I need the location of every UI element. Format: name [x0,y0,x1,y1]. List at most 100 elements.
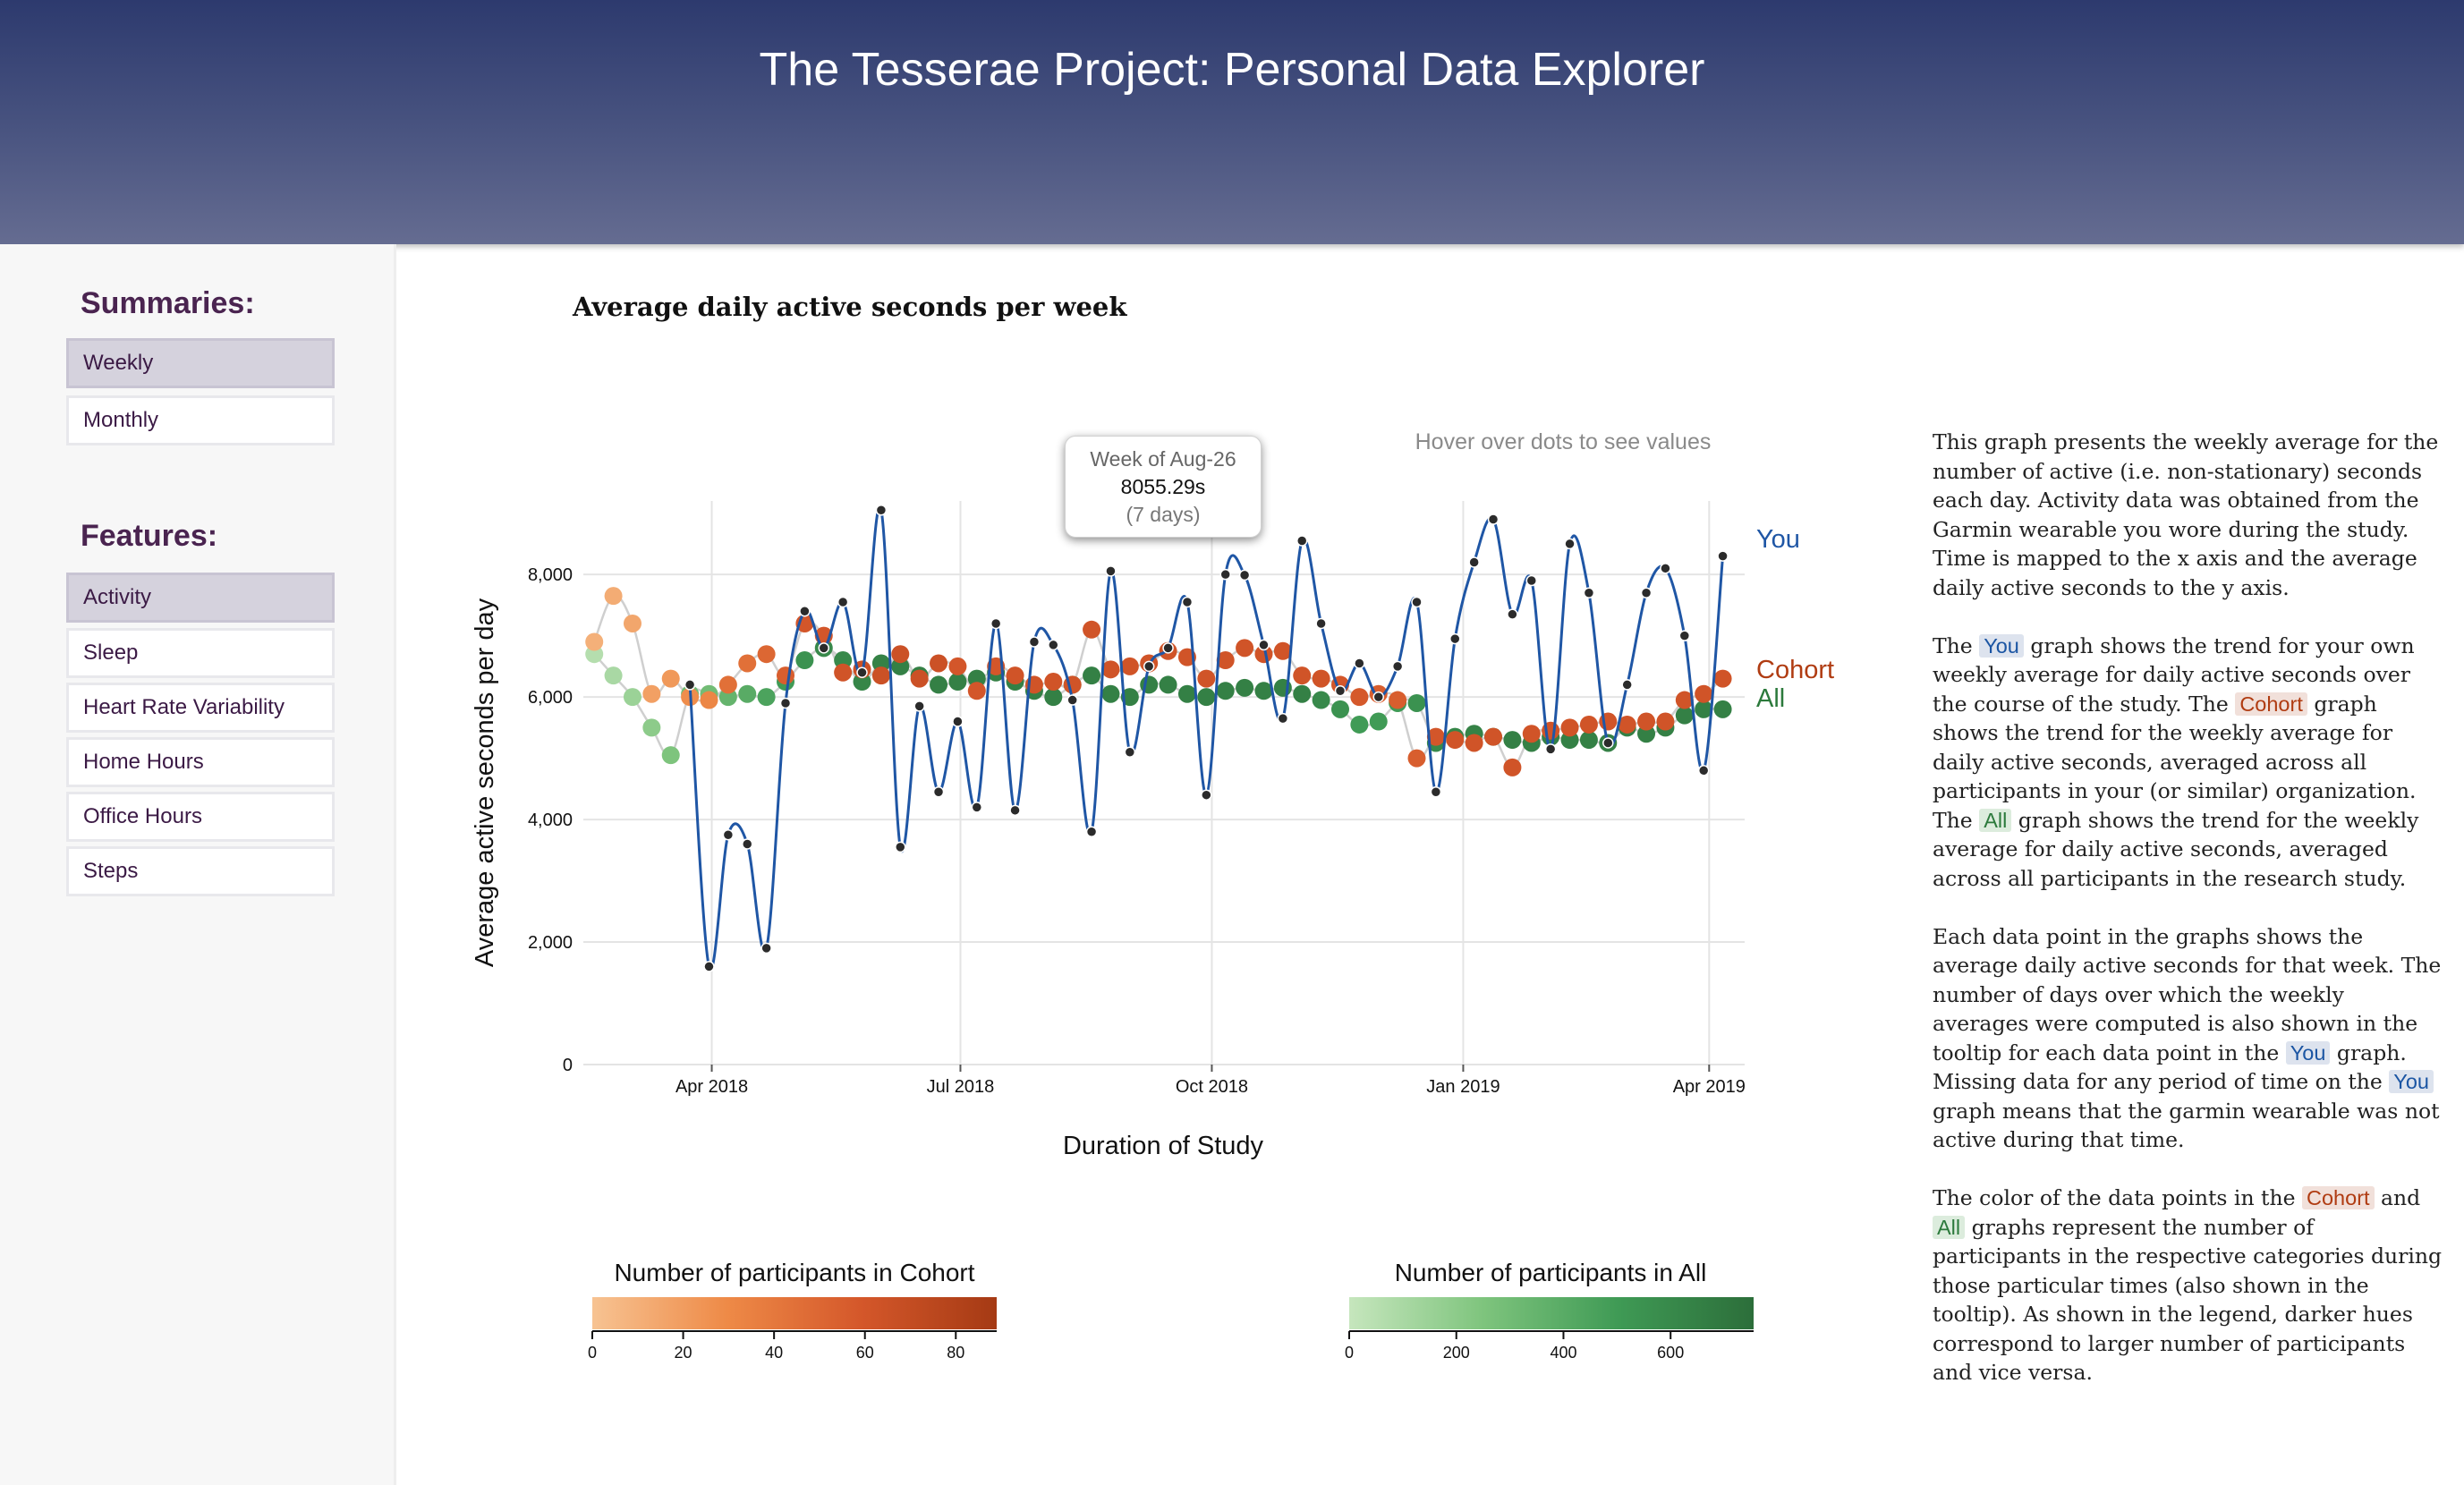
you-point [1678,630,1691,641]
you-point [1181,596,1194,608]
you-point [971,802,983,813]
all-point [738,684,757,703]
all-point [1407,693,1426,712]
all-point [1560,731,1579,750]
all-tag: All [1933,1215,1966,1239]
you-point [1544,743,1557,755]
cohort-point [623,614,641,632]
legend-tick-label: 20 [675,1344,692,1362]
you-point [1296,535,1308,547]
you-point [856,666,868,678]
legend-color-bar [1349,1297,1754,1329]
you-point [990,617,1002,630]
cohort-point [1216,651,1235,670]
feature-activity-button[interactable]: Activity [66,573,335,623]
you-point [760,942,772,955]
cohort-point [1503,758,1522,776]
tooltip-week: Week of Aug-26 [1090,447,1236,471]
cohort-point [718,675,737,694]
you-point [875,505,888,516]
cohort-point [1484,727,1503,746]
you-point [1066,694,1078,706]
you-point [1372,691,1384,703]
you-tag: You [1979,633,2024,658]
legend-tick-label: 40 [765,1344,783,1362]
you-point [1411,596,1423,608]
all-point [1216,682,1235,700]
cohort-point [1656,712,1675,731]
hover-hint: Hover over dots to see values [1415,429,1712,454]
legend-tick-label: 600 [1657,1344,1684,1362]
value-tooltip: Week of Aug-26 8055.29s (7 days) [1065,436,1262,538]
you-point [1468,556,1480,568]
cohort-point [1407,749,1426,768]
feature-hrv-button[interactable]: Heart Rate Variability [66,683,335,733]
summaries-heading: Summaries: [81,286,255,320]
all-point [871,654,890,673]
all-point [1044,688,1063,707]
all-point [1369,712,1388,731]
cohort-point [700,691,718,709]
cohort-point [1579,715,1598,734]
you-point [913,700,925,712]
you-point [1085,826,1098,838]
feature-sleep-button[interactable]: Sleep [66,628,335,678]
sidebar: Summaries: Weekly Monthly Features: Acti… [0,244,396,1485]
y-tick-label: 8,000 [528,565,573,585]
you-point [1124,746,1136,759]
you-point [1143,660,1155,673]
all-point [1695,700,1713,718]
legend-tick-label: 0 [588,1344,597,1362]
all-point [1579,731,1598,750]
cohort-point [1389,691,1407,709]
cohort-point [1426,727,1445,746]
cohort-point [1273,641,1292,660]
all-point [718,688,737,707]
cohort-point [1675,691,1694,709]
all-point [1312,691,1330,709]
you-point [779,697,792,709]
you-point [1334,685,1347,697]
cohort-point [1350,688,1369,707]
you-point [1219,568,1231,581]
all-point [1254,682,1273,700]
all-tag: All [1979,808,2012,832]
description-paragraph-3: Each data point in the graphs shows the … [1933,923,2442,1153]
all-point [891,657,910,675]
you-point [1354,658,1365,669]
cohort-point [1293,666,1312,685]
cohort-point [1254,645,1273,664]
cohort-point [1044,673,1063,692]
all-point [948,673,967,692]
legend-tick-label: 200 [1443,1344,1470,1362]
x-tick-label: Apr 2019 [1673,1077,1746,1097]
all-point [604,666,623,685]
series-label-you: You [1756,525,1800,554]
all-point [1197,688,1216,707]
x-tick-label: Jul 2018 [927,1077,995,1097]
feature-steps-button[interactable]: Steps [66,846,335,896]
cohort-point [871,666,890,685]
all-point [853,673,871,692]
legend-tick-label: 80 [947,1344,964,1362]
cohort-point [661,669,680,688]
cohort-point [891,645,910,664]
cohort-point [1083,620,1101,639]
you-tag: You [2389,1070,2434,1093]
x-axis-title: Duration of Study [1063,1132,1264,1160]
series-label-all: All [1756,684,1785,713]
you-point [895,841,906,853]
cohort-point [777,666,795,685]
you-point [1621,679,1633,691]
you-point [1583,587,1595,598]
x-tick-label: Apr 2018 [675,1077,748,1097]
all-point [1083,666,1101,685]
summary-weekly-button[interactable]: Weekly [66,338,335,388]
all-point [967,669,986,688]
all-point [795,651,814,670]
summary-monthly-button[interactable]: Monthly [66,395,335,446]
all-point [642,718,661,737]
feature-office-hours-button[interactable]: Office Hours [66,792,335,842]
feature-home-hours-button[interactable]: Home Hours [66,737,335,787]
you-point [1315,617,1327,630]
